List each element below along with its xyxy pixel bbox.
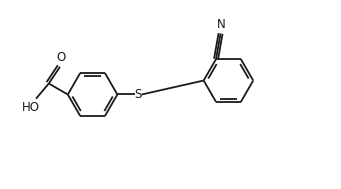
Text: N: N (217, 18, 226, 31)
Text: S: S (134, 88, 142, 101)
Text: O: O (56, 51, 65, 64)
Text: HO: HO (22, 101, 40, 114)
